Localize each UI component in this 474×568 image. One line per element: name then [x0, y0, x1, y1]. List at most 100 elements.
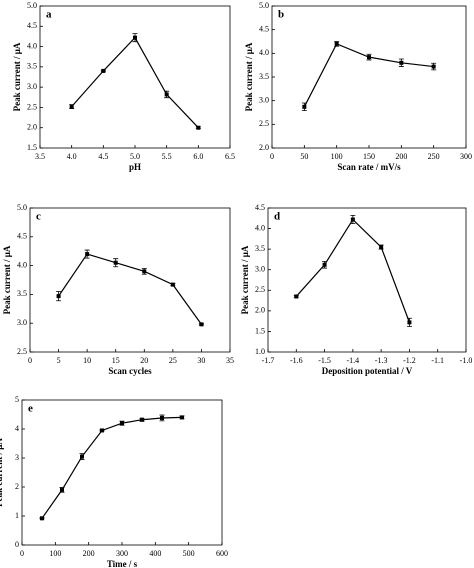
x-tick-label: 4.0	[67, 152, 77, 161]
x-tick-label: 5.5	[162, 152, 172, 161]
x-tick-label: 6.5	[225, 152, 235, 161]
marker	[399, 60, 404, 65]
y-tick-label: 3.0	[17, 318, 27, 327]
line	[71, 36, 199, 129]
x-tick-label: 300	[460, 152, 472, 161]
marker	[100, 428, 104, 433]
y-tick-label: 1.5	[255, 326, 265, 335]
marker	[56, 294, 61, 299]
x-tick-label: -1.1	[431, 356, 444, 365]
marker	[120, 421, 124, 426]
y-tick-label: 3.5	[255, 244, 265, 253]
x-tick-label: -1.4	[347, 356, 360, 365]
marker	[69, 104, 74, 109]
x-tick-label: 500	[183, 549, 195, 558]
y-axis-label: Peak current / μA	[244, 42, 254, 111]
marker	[40, 516, 44, 521]
y-tick-label: 3.5	[259, 72, 269, 81]
x-axis-label: pH	[129, 162, 141, 172]
x-tick-label: 25	[169, 356, 177, 365]
y-tick-label: 0	[15, 540, 19, 549]
x-tick-label: 200	[395, 152, 407, 161]
marker	[322, 262, 327, 267]
y-tick-label: 1	[15, 511, 19, 520]
x-tick-label: 0	[20, 549, 24, 558]
plot-frame	[267, 207, 467, 353]
x-axis-label: Deposition potential / V	[322, 366, 413, 376]
line	[58, 253, 202, 325]
x-tick-label: 0	[28, 356, 32, 365]
panel-label: e	[28, 403, 33, 415]
marker	[431, 64, 436, 69]
y-tick-label: 2.5	[17, 347, 27, 356]
marker	[60, 487, 64, 492]
marker	[142, 269, 147, 274]
y-tick-label: 2.5	[27, 102, 37, 111]
x-tick-label: 5.0	[130, 152, 140, 161]
x-tick-label: -1.0	[460, 356, 473, 365]
x-axis-label: Time / s	[107, 559, 138, 568]
y-axis-label: Peak current / μA	[0, 438, 4, 507]
marker	[294, 294, 299, 299]
y-tick-label: 3.0	[255, 265, 265, 274]
y-tick-label: 4.5	[255, 203, 265, 212]
y-tick-label: 3.5	[27, 62, 37, 71]
x-tick-label: 3.5	[35, 152, 45, 161]
y-tick-label: 4.5	[27, 21, 37, 30]
y-tick-label: 4.0	[27, 41, 37, 50]
line	[295, 218, 410, 323]
marker	[199, 322, 204, 327]
panel-label: c	[36, 211, 41, 223]
y-tick-label: 4.0	[255, 223, 265, 232]
marker	[180, 415, 184, 420]
y-tick-label: 4	[15, 424, 19, 433]
x-tick-label: 15	[112, 356, 120, 365]
marker	[367, 55, 371, 60]
y-tick-label: 2.0	[255, 306, 265, 315]
y-tick-label: 2.0	[259, 143, 269, 152]
y-tick-label: 1.5	[27, 143, 37, 152]
x-tick-label: 250	[428, 152, 440, 161]
y-tick-label: 5.0	[17, 203, 27, 212]
y-tick-label: 2.5	[255, 285, 265, 294]
x-axis-label: Scan cycles	[108, 366, 152, 376]
y-axis-label: Peak current / μA	[240, 245, 250, 314]
y-tick-label: 2.0	[27, 123, 37, 132]
x-tick-label: 400	[149, 549, 161, 558]
plot-frame	[29, 207, 231, 353]
y-axis-label: Peak current / μA	[2, 245, 12, 314]
x-tick-label: 20	[140, 356, 148, 365]
x-tick-label: 30	[197, 356, 205, 365]
x-tick-label: 200	[83, 549, 95, 558]
x-tick-label: 100	[49, 549, 61, 558]
panel-label: a	[46, 9, 52, 21]
panel-label: d	[274, 211, 280, 223]
y-tick-label: 5	[15, 395, 19, 404]
marker	[160, 415, 164, 420]
y-tick-label: 1.0	[255, 347, 265, 356]
marker	[407, 320, 412, 325]
y-tick-label: 3.5	[17, 289, 27, 298]
y-tick-label: 5.0	[259, 1, 269, 10]
x-tick-label: 4.5	[98, 152, 108, 161]
y-tick-label: 4.0	[259, 48, 269, 57]
x-tick-label: 600	[216, 549, 228, 558]
marker	[334, 41, 339, 46]
marker	[85, 252, 90, 257]
x-tick-label: -1.3	[375, 356, 388, 365]
x-tick-label: 100	[331, 152, 343, 161]
y-tick-label: 2	[15, 482, 19, 491]
marker	[101, 68, 106, 73]
y-tick-label: 2.5	[259, 119, 269, 128]
y-axis-label: Peak current / μA	[12, 42, 22, 111]
x-tick-label: -1.2	[403, 356, 416, 365]
x-axis-label: Scan rate / mV/s	[337, 162, 401, 172]
x-tick-label: 150	[363, 152, 375, 161]
x-tick-label: -1.6	[290, 356, 303, 365]
y-tick-label: 4.5	[259, 24, 269, 33]
x-tick-label: -1.5	[318, 356, 331, 365]
marker	[80, 454, 84, 459]
y-tick-label: 3.0	[259, 95, 269, 104]
plot-frame	[39, 5, 231, 149]
